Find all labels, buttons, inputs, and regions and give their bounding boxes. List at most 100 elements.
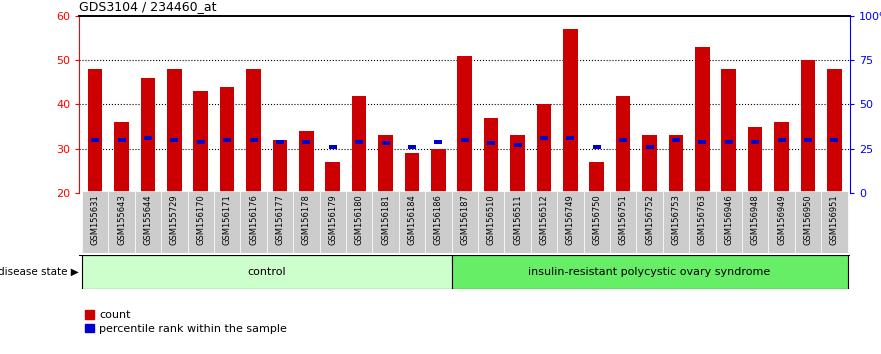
Bar (619, 138, 627, 142)
Text: GSM156751: GSM156751 (618, 194, 627, 245)
Bar (646, 145, 654, 149)
Text: disease state ▶: disease state ▶ (0, 267, 78, 277)
Legend: count, percentile rank within the sample: count, percentile rank within the sample (85, 310, 287, 334)
Bar (689, 191, 715, 253)
Text: GSM156178: GSM156178 (302, 194, 311, 245)
Bar (774, 122, 788, 193)
Text: GSM156179: GSM156179 (329, 194, 337, 245)
Text: GSM156948: GSM156948 (751, 194, 759, 245)
Bar (247, 69, 261, 193)
Bar (725, 139, 733, 144)
Text: GSM155631: GSM155631 (91, 194, 100, 245)
Bar (484, 118, 499, 193)
Text: insulin-resistant polycystic ovary syndrome: insulin-resistant polycystic ovary syndr… (529, 267, 771, 277)
Text: GSM156184: GSM156184 (407, 194, 417, 245)
Text: GSM155729: GSM155729 (170, 194, 179, 245)
Bar (722, 69, 736, 193)
Bar (636, 191, 663, 253)
Text: GSM156512: GSM156512 (539, 194, 549, 245)
Bar (821, 191, 848, 253)
Bar (188, 191, 214, 253)
Bar (487, 141, 495, 145)
Bar (669, 135, 683, 193)
Text: GSM156180: GSM156180 (355, 194, 364, 245)
Text: GSM156181: GSM156181 (381, 194, 390, 245)
Bar (795, 191, 821, 253)
Text: GSM156946: GSM156946 (724, 194, 733, 245)
Text: GSM156763: GSM156763 (698, 194, 707, 245)
Bar (452, 255, 848, 289)
Text: GSM156950: GSM156950 (803, 194, 812, 245)
Bar (135, 191, 161, 253)
Text: GDS3104 / 234460_at: GDS3104 / 234460_at (79, 0, 217, 13)
Bar (804, 138, 812, 142)
Bar (408, 145, 416, 149)
Bar (241, 191, 267, 253)
Bar (510, 135, 525, 193)
Bar (610, 191, 636, 253)
Bar (742, 191, 768, 253)
Bar (431, 149, 446, 193)
Bar (452, 191, 478, 253)
Bar (194, 91, 208, 193)
Bar (82, 191, 108, 253)
Bar (434, 139, 442, 144)
Bar (642, 135, 657, 193)
Bar (778, 138, 786, 142)
Bar (272, 140, 287, 193)
Bar (537, 104, 552, 193)
Bar (267, 191, 293, 253)
Bar (373, 191, 399, 253)
Text: GSM156170: GSM156170 (196, 194, 205, 245)
Bar (108, 191, 135, 253)
Bar (583, 191, 610, 253)
Bar (426, 191, 452, 253)
Text: GSM156177: GSM156177 (276, 194, 285, 245)
Text: GSM156752: GSM156752 (645, 194, 654, 245)
Bar (352, 96, 366, 193)
Bar (530, 191, 557, 253)
Text: GSM156176: GSM156176 (249, 194, 258, 245)
Text: GSM156749: GSM156749 (566, 194, 574, 245)
Bar (220, 87, 234, 193)
Bar (715, 191, 742, 253)
Bar (748, 126, 762, 193)
Bar (404, 153, 419, 193)
Bar (320, 191, 346, 253)
Bar (827, 69, 841, 193)
Bar (457, 56, 472, 193)
Bar (299, 131, 314, 193)
Bar (563, 29, 578, 193)
Text: control: control (248, 267, 286, 277)
Text: GSM156186: GSM156186 (433, 194, 443, 245)
Bar (461, 138, 469, 142)
Bar (144, 136, 152, 140)
Bar (381, 141, 389, 145)
Bar (88, 69, 102, 193)
Text: GSM155644: GSM155644 (144, 194, 152, 245)
Bar (663, 191, 689, 253)
Bar (514, 143, 522, 147)
Bar (566, 136, 574, 140)
Bar (504, 191, 530, 253)
Bar (695, 47, 709, 193)
Bar (399, 191, 426, 253)
Bar (293, 191, 320, 253)
Bar (593, 145, 601, 149)
Bar (141, 78, 155, 193)
Bar (830, 138, 839, 142)
Bar (751, 139, 759, 144)
Bar (346, 191, 373, 253)
Bar (557, 191, 583, 253)
Text: GSM156187: GSM156187 (460, 194, 470, 245)
Text: GSM156511: GSM156511 (513, 194, 522, 245)
Text: GSM156753: GSM156753 (671, 194, 680, 245)
Bar (699, 139, 707, 144)
Bar (325, 162, 340, 193)
Bar (249, 138, 257, 142)
Text: GSM156510: GSM156510 (486, 194, 496, 245)
Bar (161, 191, 188, 253)
Bar (91, 138, 100, 142)
Bar (355, 139, 363, 144)
Text: GSM155643: GSM155643 (117, 194, 126, 245)
